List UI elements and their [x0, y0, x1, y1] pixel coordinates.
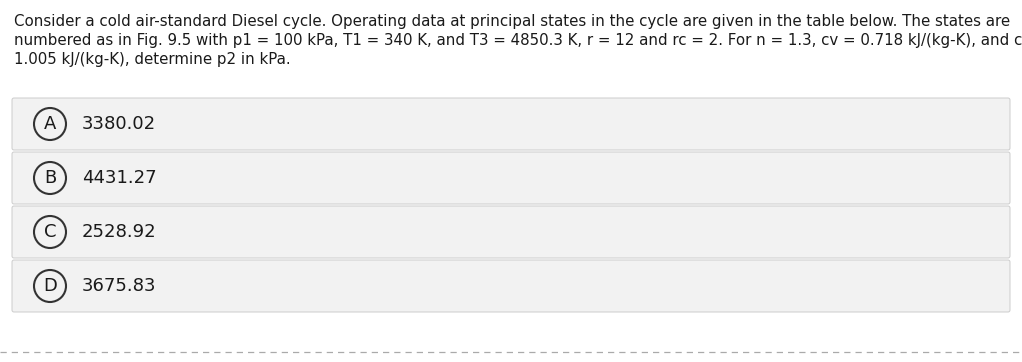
Text: B: B: [44, 169, 56, 187]
FancyBboxPatch shape: [12, 260, 1010, 312]
Text: C: C: [44, 223, 56, 241]
Text: 1.005 kJ/(kg-K), determine p2 in kPa.: 1.005 kJ/(kg-K), determine p2 in kPa.: [14, 52, 290, 67]
Text: Consider a cold air-standard Diesel cycle. Operating data at principal states in: Consider a cold air-standard Diesel cycl…: [14, 14, 1010, 29]
FancyBboxPatch shape: [12, 98, 1010, 150]
Text: 2528.92: 2528.92: [82, 223, 156, 241]
Text: 4431.27: 4431.27: [82, 169, 156, 187]
Ellipse shape: [34, 270, 66, 302]
Ellipse shape: [34, 162, 66, 194]
FancyBboxPatch shape: [12, 206, 1010, 258]
FancyBboxPatch shape: [12, 152, 1010, 204]
Text: 3380.02: 3380.02: [82, 115, 156, 133]
Text: A: A: [44, 115, 56, 133]
Ellipse shape: [34, 108, 66, 140]
Ellipse shape: [34, 216, 66, 248]
Text: D: D: [43, 277, 57, 295]
Text: numbered as in Fig. 9.5 with p1 = 100 kPa, T1 = 340 K, and T3 = 4850.3 K, r = 12: numbered as in Fig. 9.5 with p1 = 100 kP…: [14, 33, 1022, 48]
Text: 3675.83: 3675.83: [82, 277, 156, 295]
